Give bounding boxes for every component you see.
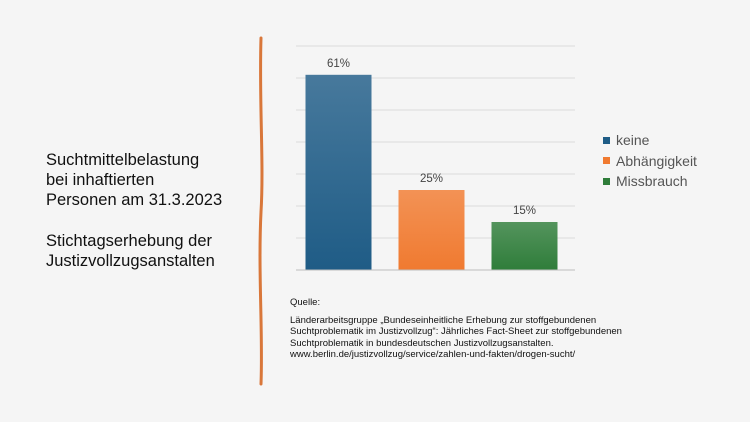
source-line-2: Suchtproblematik im Justizvollzug“: Jähr… xyxy=(290,326,622,337)
legend-item-missbrauch: Missbrauch xyxy=(603,171,697,192)
legend-label-abhaengigkeit: Abhängigkeit xyxy=(616,152,697,169)
source-line-3: Suchtproblematik in bundesdeutschen Just… xyxy=(290,337,554,349)
title-line-2: bei inhaftierten xyxy=(46,171,155,189)
data-label-abhängigkeit: 25% xyxy=(420,173,443,185)
bar-missbrauch xyxy=(491,222,558,270)
subtitle-line-2: Justizvollzugsanstalten xyxy=(46,252,215,270)
legend-item-keine: keine xyxy=(603,130,697,151)
subtitle-line-1: Stichtagserhebung der xyxy=(46,232,213,250)
source-note: Quelle: Länderarbeitsgruppe „Bundeseinhe… xyxy=(290,297,730,361)
title-line-1: Suchtmittelbelastung xyxy=(46,151,200,169)
data-label-keine: 61% xyxy=(327,58,350,70)
legend-swatch-missbrauch xyxy=(603,177,610,185)
title-line-3: Personen am 31.3.2023 xyxy=(46,191,223,209)
legend-swatch-keine xyxy=(603,136,610,144)
vertical-divider xyxy=(258,36,264,386)
source-line-4: www.berlin.de/justizvollzug/service/zahl… xyxy=(290,349,576,360)
legend-label-missbrauch: Missbrauch xyxy=(616,173,688,189)
bars xyxy=(305,74,558,270)
data-label-missbrauch: 15% xyxy=(513,205,536,217)
legend-swatch-abhaengigkeit xyxy=(603,157,610,165)
source-line-1: Länderarbeitsgruppe „Bundeseinheitliche … xyxy=(290,314,597,326)
bar-abhängigkeit xyxy=(398,190,465,270)
source-heading: Quelle: xyxy=(290,297,321,308)
chart-legend: keine Abhängigkeit Missbrauch xyxy=(603,130,697,192)
legend-label-keine: keine xyxy=(616,132,650,148)
data-labels: 61% 25% 15% xyxy=(327,58,536,217)
chart-title-block: Suchtmittelbelastung bei inhaftierten Pe… xyxy=(46,150,246,271)
bar-keine xyxy=(305,74,372,270)
legend-item-abhaengigkeit: Abhängigkeit xyxy=(603,151,697,172)
